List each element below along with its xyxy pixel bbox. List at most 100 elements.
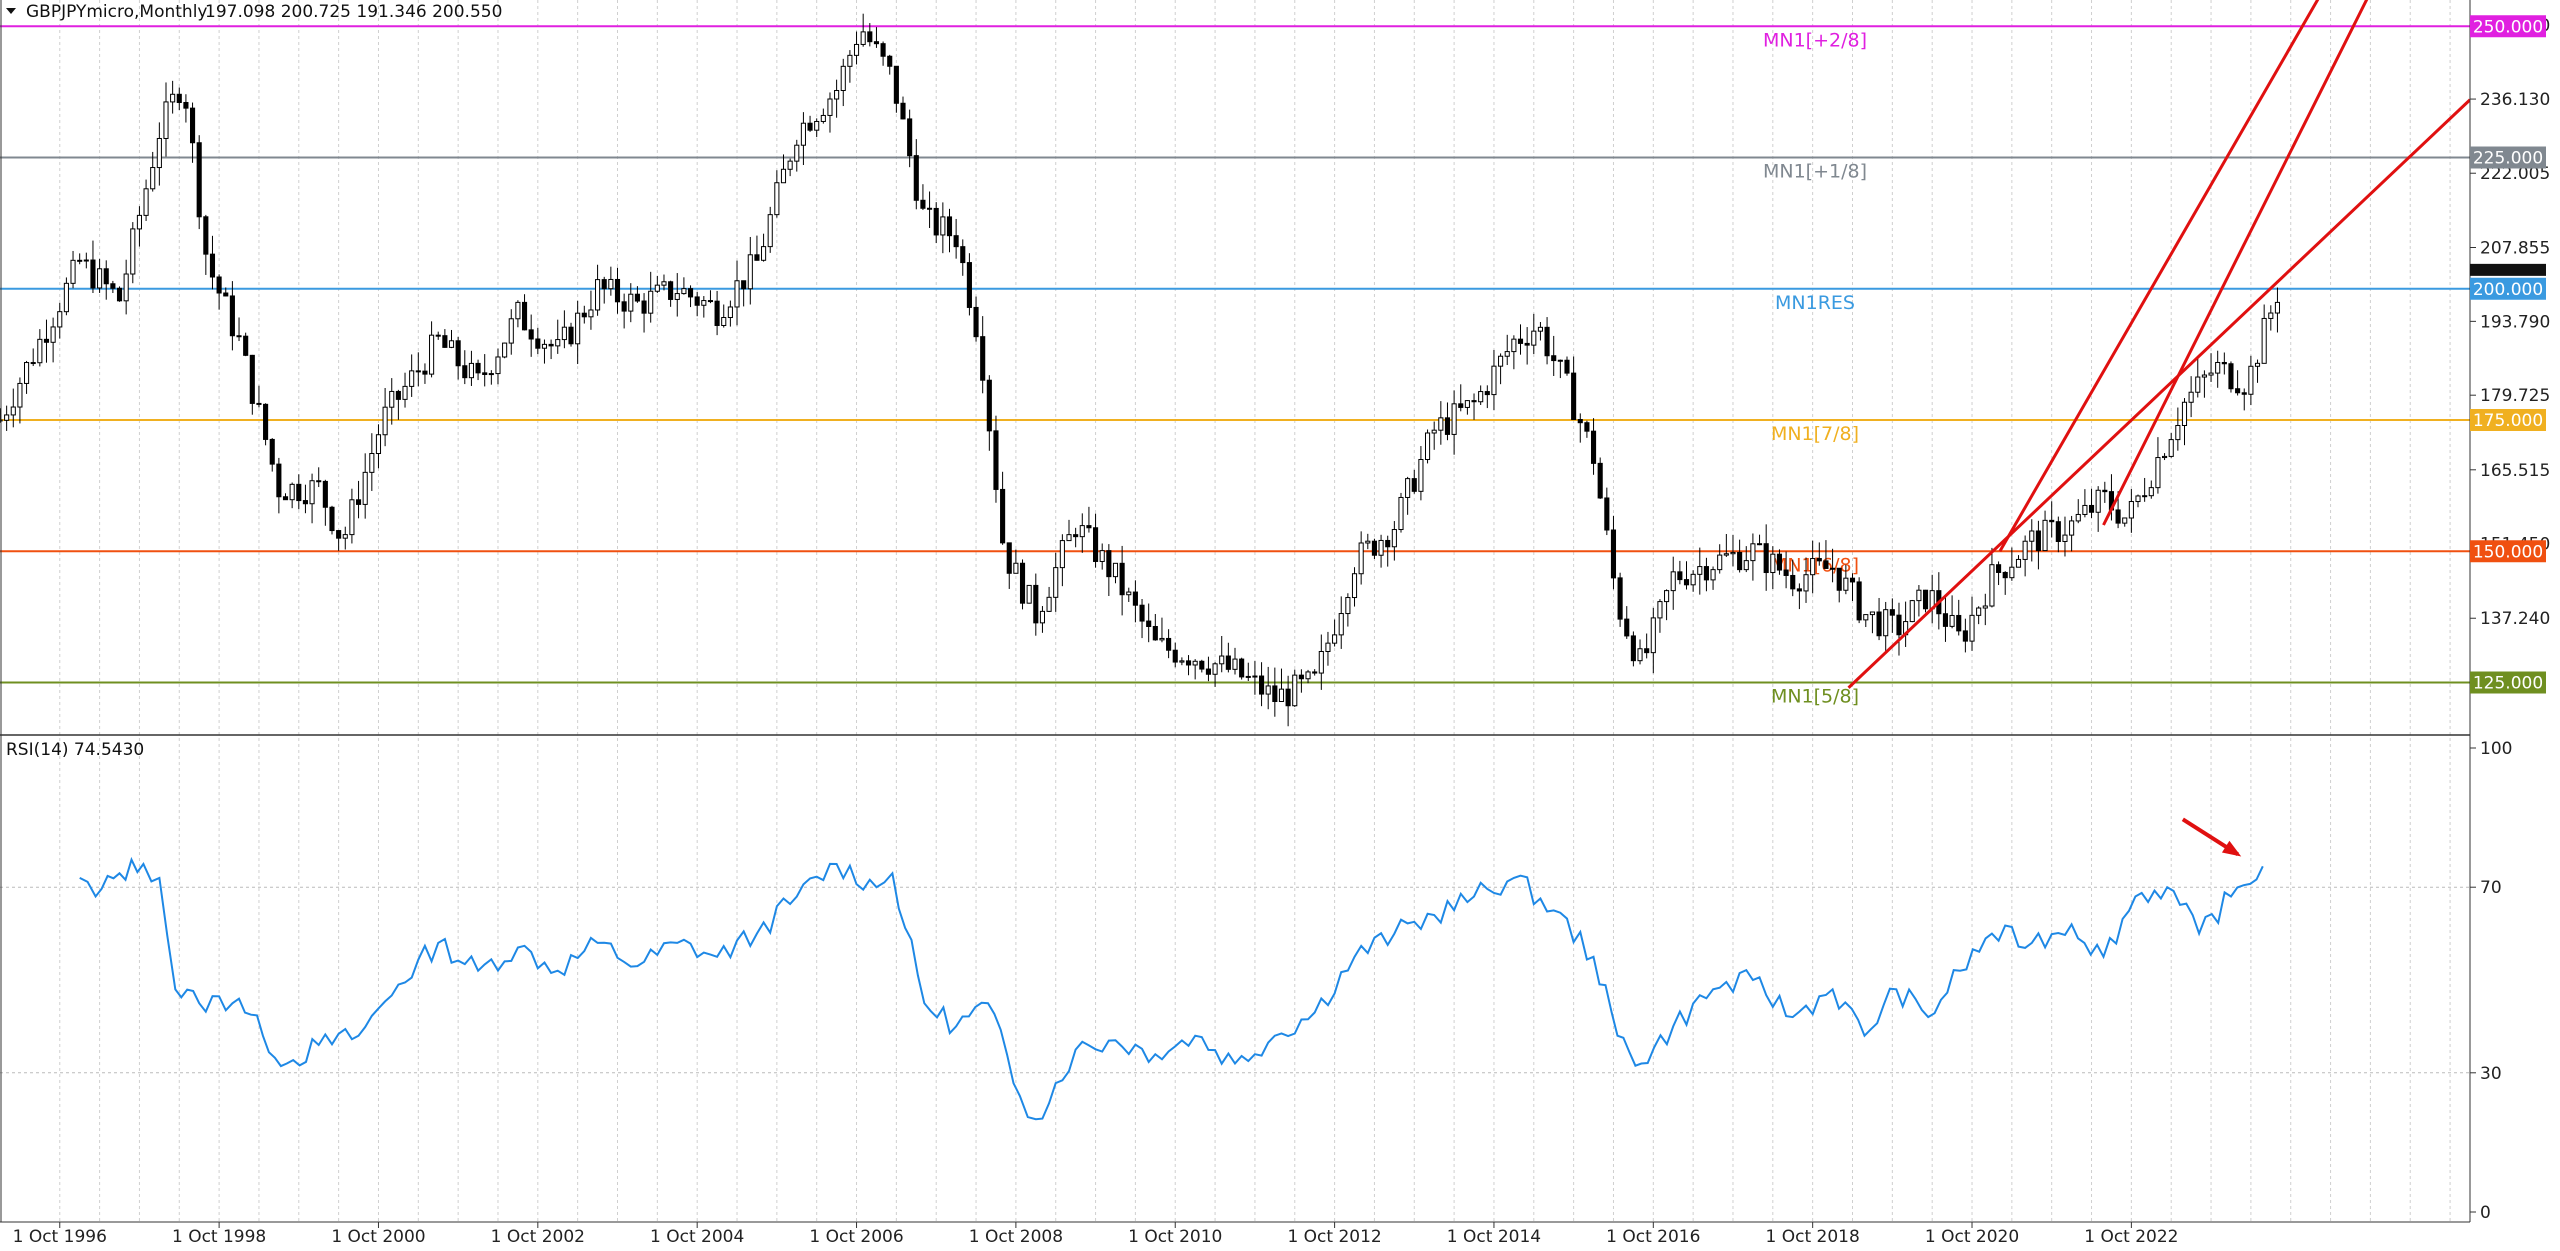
triangle-down-icon[interactable] <box>6 8 16 14</box>
bull-candle <box>1770 553 1776 574</box>
level-badge <box>2470 146 2546 169</box>
bull-candle <box>2075 513 2081 522</box>
bull-candle <box>2162 455 2168 459</box>
bull-candle <box>555 339 561 347</box>
bear-candle <box>1856 581 1862 621</box>
bear-candle <box>183 101 189 109</box>
bull-candle <box>1557 359 1563 362</box>
bear-candle <box>1106 550 1112 578</box>
level-badge <box>2470 15 2546 38</box>
bull-candle <box>1710 569 1716 581</box>
bull-candle <box>800 122 806 146</box>
price-tick-label: 179.725 <box>2480 386 2550 406</box>
bull-candle <box>2168 439 2174 457</box>
bear-candle <box>1033 584 1039 624</box>
bull-candle <box>1391 529 1397 548</box>
bear-candle <box>422 370 428 375</box>
x-tick-label: 1 Oct 2004 <box>650 1227 744 1247</box>
bull-candle <box>402 385 408 400</box>
bull-candle <box>1026 584 1032 604</box>
price-tick-label: 193.790 <box>2480 312 2550 332</box>
bull-candle <box>1332 634 1338 644</box>
bear-candle <box>946 216 953 237</box>
bull-candle <box>1697 566 1703 575</box>
bull-candle <box>1810 558 1816 576</box>
bear-candle <box>209 253 216 278</box>
bear-candle <box>282 496 289 501</box>
bear-candle <box>243 335 249 356</box>
bull-candle <box>1292 674 1298 707</box>
bear-candle <box>621 301 627 312</box>
bull-candle <box>1976 607 1982 616</box>
bull-candle <box>150 167 156 190</box>
bull-candle <box>342 534 348 539</box>
bull-candle <box>541 343 548 349</box>
trend-line[interactable] <box>1847 98 2470 689</box>
bull-candle <box>515 301 521 320</box>
bear-candle <box>2088 504 2095 513</box>
bull-candle <box>661 281 667 286</box>
bull-candle <box>2029 530 2035 542</box>
bull-candle <box>860 31 866 45</box>
bull-candle <box>156 137 162 169</box>
level-label: MN1[+1/8] <box>1763 161 1867 183</box>
level-badge-label: 175.000 <box>2473 411 2543 431</box>
level-label: MN1[+2/8] <box>1763 29 1867 51</box>
bull-candle <box>608 278 614 290</box>
bull-candle <box>1079 525 1085 538</box>
bear-candle <box>960 246 966 264</box>
bull-candle <box>448 340 455 348</box>
bear-candle <box>415 370 421 373</box>
bull-candle <box>495 356 501 375</box>
bull-candle <box>2201 374 2207 378</box>
bear-candle <box>548 343 554 347</box>
bull-candle <box>63 282 69 313</box>
bear-candle <box>973 306 979 338</box>
x-tick-label: 1 Oct 2016 <box>1606 1227 1700 1247</box>
bear-candle <box>1590 430 1597 464</box>
bear-candle <box>1763 543 1769 574</box>
bull-candle <box>163 101 169 139</box>
bear-candle <box>993 430 999 490</box>
bear-candle <box>634 293 640 302</box>
bear-candle <box>907 118 913 157</box>
x-tick-label: 1 Oct 1998 <box>172 1227 266 1247</box>
bear-candle <box>1876 611 1882 637</box>
annotation-arrow-head-icon <box>2221 840 2242 857</box>
bull-candle <box>1066 534 1072 542</box>
bear-candle <box>462 365 468 379</box>
bull-candle <box>1179 660 1185 663</box>
bull-candle <box>1982 605 1988 609</box>
rsi-tick-label: 100 <box>2480 739 2512 759</box>
bear-candle <box>880 43 886 57</box>
bull-candle <box>1750 543 1756 562</box>
x-tick-label: 1 Oct 2014 <box>1447 1227 1541 1247</box>
bear-candle <box>887 55 893 67</box>
trend-line[interactable] <box>1998 0 2327 552</box>
price-badges: 250.000 225.000 200.000 175.000 150.000 125.0… <box>2470 15 2546 694</box>
bull-candle <box>721 317 727 326</box>
bear-candle <box>30 362 36 365</box>
x-tick-label: 1 Oct 2000 <box>331 1227 425 1247</box>
bull-candle <box>1723 553 1729 556</box>
bull-candle <box>1464 400 1470 408</box>
bull-candle <box>654 284 660 292</box>
bull-candle <box>940 216 946 236</box>
trend-line[interactable] <box>2102 0 2374 526</box>
bull-candle <box>1949 614 1955 627</box>
bull-candle <box>787 160 793 170</box>
bull-candle <box>1039 610 1046 624</box>
bear-candle <box>920 199 926 209</box>
bull-candle <box>1730 551 1736 555</box>
bull-candle <box>123 273 129 302</box>
bear-candle <box>2002 571 2008 579</box>
bull-candle <box>820 114 826 122</box>
bear-candle <box>1000 488 1006 544</box>
bull-candle <box>1498 355 1504 367</box>
bear-candle <box>1551 355 1557 362</box>
bull-candle <box>1511 338 1517 353</box>
bear-candle <box>1597 462 1603 499</box>
bull-candle <box>17 382 23 408</box>
